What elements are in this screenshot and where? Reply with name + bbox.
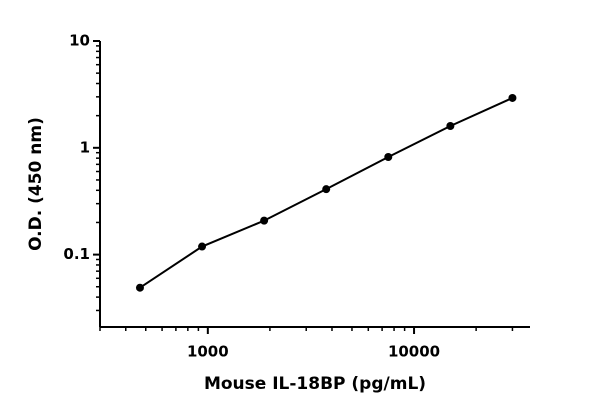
- data-point: [198, 242, 207, 251]
- y-tick-label: 0.1: [63, 245, 90, 263]
- y-tick-label: 10: [69, 32, 90, 50]
- data-point: [135, 283, 144, 292]
- data-point: [384, 153, 393, 162]
- data-point: [260, 216, 269, 225]
- data-point: [322, 185, 331, 194]
- x-axis-title: Mouse IL-18BP (pg/mL): [204, 374, 426, 394]
- y-axis-title: O.D. (450 nm): [26, 117, 46, 251]
- data-point: [508, 93, 517, 102]
- x-tick-label: 1000: [187, 343, 229, 361]
- y-tick-label: 1: [80, 138, 90, 156]
- data-point: [446, 122, 455, 131]
- x-tick-label: 10000: [388, 343, 440, 361]
